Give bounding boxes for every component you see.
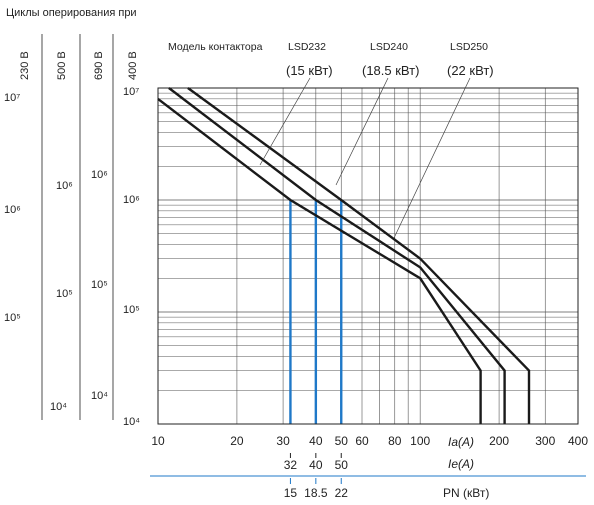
leader-line-lsd240: [335, 77, 389, 186]
voltage-label-690: 690 В: [93, 51, 105, 80]
series-name-lsd232: LSD232: [288, 41, 326, 53]
series-name-lsd240: LSD240: [370, 41, 408, 53]
axis500-decade: 10⁴: [50, 401, 67, 413]
axis400-decade: 10⁵: [123, 304, 140, 316]
highlight-lines: [289, 200, 343, 424]
plot-area: [157, 87, 579, 425]
axis690-decade: 10⁵: [91, 279, 108, 291]
voltage-label-500: 500 В: [56, 51, 68, 80]
x-axis-pn: 15 18.5 22: [284, 478, 348, 500]
ia-tick-label: 50: [335, 434, 349, 448]
x-axis-ia: 10 20 30 40 50 60 80 100 200 300 400: [151, 434, 588, 448]
x-label-pn: PN (кВт): [443, 486, 489, 500]
axis500-decade: 10⁵: [56, 288, 73, 300]
ia-tick-label: 200: [489, 434, 509, 448]
ia-tick-label: 30: [276, 434, 290, 448]
ie-tick-label: 32: [284, 458, 298, 472]
pn-tick-label: 15: [284, 486, 298, 500]
leader-line-lsd232: [259, 77, 311, 166]
series-line-lsd240: [168, 87, 506, 424]
axis500-decade: 10⁶: [56, 180, 73, 192]
model-label: Модель контактора: [168, 41, 263, 53]
series-power-lsd240: (18.5 кВт): [362, 63, 419, 78]
ia-tick-label: 40: [309, 434, 323, 448]
ia-tick-label: 20: [230, 434, 244, 448]
ie-tick-label: 40: [309, 458, 323, 472]
chart-title: Циклы оперирования при: [6, 7, 137, 19]
ia-tick-label: 100: [410, 434, 430, 448]
x-axis-ie: 32 40 50: [284, 453, 348, 472]
axis400-decade: 10⁶: [123, 194, 140, 206]
ia-tick-label: 10: [151, 434, 165, 448]
axis400-decade: 10⁴: [123, 416, 140, 428]
series-power-lsd250: (22 кВт): [447, 63, 494, 78]
axis230-decade: 10⁵: [4, 312, 21, 324]
series-lines: [157, 87, 531, 424]
ie-tick-label: 50: [335, 458, 349, 472]
voltage-label-230: 230 В: [19, 51, 31, 80]
ia-tick-label: 300: [535, 434, 555, 448]
series-power-lsd232: (15 кВт): [286, 63, 333, 78]
voltage-label-400: 400 В: [127, 51, 139, 80]
x-label-ia: Ia(A): [448, 435, 474, 449]
ia-tick-label: 80: [388, 434, 402, 448]
series-name-lsd250: LSD250: [450, 41, 488, 53]
axis690-decade: 10⁶: [91, 169, 108, 181]
series-line-lsd250: [187, 87, 531, 424]
leader-line-lsd250: [393, 77, 471, 239]
plot-frame: [157, 87, 579, 425]
voltage-axes: 230 В 500 В 690 В 400 В 10⁷ 10⁶ 10⁵ 10⁶ …: [4, 34, 140, 428]
pn-tick-label: 18.5: [304, 486, 328, 500]
axis690-decade: 10⁴: [91, 390, 108, 402]
axis400-decade: 10⁷: [123, 86, 139, 98]
axis230-decade: 10⁷: [4, 92, 20, 104]
ia-tick-label: 400: [568, 434, 588, 448]
axis230-decade: 10⁶: [4, 204, 21, 216]
pn-tick-label: 22: [335, 486, 349, 500]
ia-tick-label: 60: [355, 434, 369, 448]
x-label-ie: Ie(A): [448, 457, 474, 471]
grid: [157, 87, 579, 425]
series-line-lsd232: [157, 97, 482, 424]
